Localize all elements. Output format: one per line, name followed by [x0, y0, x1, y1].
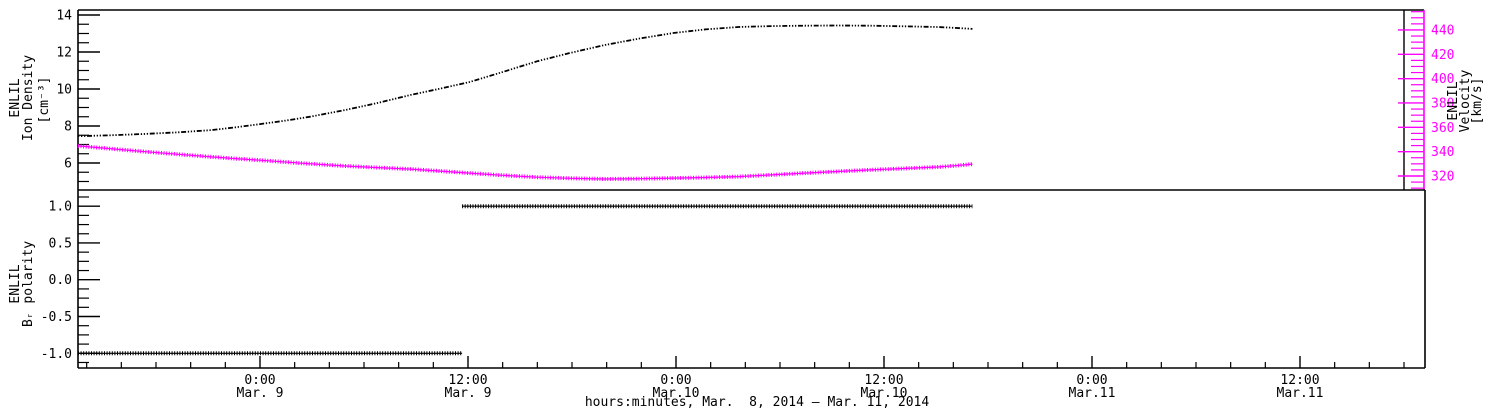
velocity-axis-tick-label: 380	[1431, 96, 1454, 111]
velocity-markers	[77, 143, 973, 182]
x-axis-date-label: Mar.11	[1069, 386, 1116, 401]
polarity-axis-tick-label: 0.5	[49, 236, 72, 251]
velocity-curve	[77, 145, 973, 180]
velocity-axis-unit-label: [km/s]	[1470, 78, 1485, 125]
x-axis-time-label: 12:00	[448, 373, 487, 388]
velocity-axis-tick-label: 440	[1431, 23, 1454, 38]
density-axis-tick-label: 14	[56, 8, 72, 23]
velocity-axis-tick-label: 360	[1431, 121, 1454, 136]
x-axis-time-label: 0:00	[660, 373, 691, 388]
polarity-axis-label-line1: ENLIL	[8, 264, 23, 303]
density-axis-label-line2: Ion Density	[21, 55, 36, 141]
velocity-axis-tick-label: 400	[1431, 72, 1454, 87]
polarity-axis-tick-label: -1.0	[41, 347, 72, 362]
velocity-axis-tick-label: 320	[1431, 170, 1454, 185]
x-axis-date-label: Mar.11	[1277, 386, 1324, 401]
x-axis-time-label: 12:00	[864, 373, 903, 388]
velocity-axis-tick-label: 340	[1431, 145, 1454, 160]
velocity-axis-tick-label: 420	[1431, 48, 1454, 63]
density-axis-tick-label: 6	[64, 156, 72, 171]
x-axis-date-label: Mar. 9	[237, 386, 284, 401]
polarity-axis-label-line2: Bᵣ polarity	[21, 241, 36, 327]
velocity-axis-label-line1: ENLIL	[1446, 81, 1461, 120]
x-axis-date-label: Mar.10	[861, 386, 908, 401]
velocity-axis-label-line2: Velocity	[1458, 70, 1473, 133]
density-axis-unit-label: [cm⁻³]	[37, 77, 52, 124]
x-axis-date-label: Mar. 9	[445, 386, 492, 401]
x-axis-title: hours:minutes, Mar. 8, 2014 – Mar. 11, 2…	[585, 395, 930, 410]
polarity-axis-tick-label: 0.0	[49, 273, 72, 288]
density-axis-tick-label: 8	[64, 119, 72, 134]
ion-density-curve	[77, 24, 973, 138]
density-axis-tick-label: 10	[56, 82, 72, 97]
polarity-axis-tick-label: 1.0	[49, 200, 72, 215]
density-axis-label-line1: ENLIL	[8, 78, 23, 117]
density-axis-tick-label: 12	[56, 45, 72, 60]
polarity-axis-tick-label: -0.5	[41, 310, 72, 325]
x-axis-time-label: 12:00	[1280, 373, 1319, 388]
x-axis-time-label: 0:00	[244, 373, 275, 388]
x-axis-time-label: 0:00	[1076, 373, 1107, 388]
x-axis-date-label: Mar.10	[653, 386, 700, 401]
